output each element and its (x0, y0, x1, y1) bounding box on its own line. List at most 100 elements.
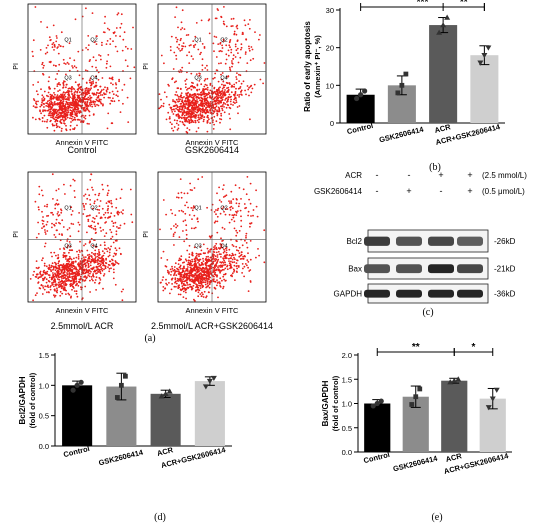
necrotic-event (38, 208, 40, 211)
early-apoptotic-event (251, 87, 254, 90)
debris-event (212, 42, 215, 45)
live-cell-event (61, 101, 64, 104)
debris-event (163, 62, 165, 65)
necrotic-event (58, 43, 60, 46)
live-cell-event (190, 116, 193, 119)
live-cell-event (226, 268, 229, 271)
debris-event (198, 80, 201, 82)
necrotic-event (160, 54, 163, 57)
debris-event (68, 241, 71, 243)
early-apoptotic-event (99, 244, 102, 247)
necrotic-event (170, 209, 172, 211)
live-cell-event (207, 269, 209, 271)
necrotic-event (54, 46, 56, 48)
live-cell-event (248, 94, 250, 97)
late-apoptotic-event (111, 205, 113, 208)
early-apoptotic-event (97, 268, 99, 270)
late-apoptotic-event (237, 52, 239, 54)
necrotic-event (189, 189, 192, 191)
live-cell-event (208, 291, 210, 294)
live-cell-event (209, 266, 212, 269)
live-cell-event (179, 265, 182, 268)
late-apoptotic-event (216, 192, 218, 195)
late-apoptotic-event (214, 72, 217, 75)
live-cell-event (183, 261, 186, 264)
debris-event (227, 86, 230, 89)
y-axis-label-line2: (fold of control) (28, 372, 37, 428)
debris-event (59, 276, 62, 278)
late-apoptotic-event (109, 228, 112, 231)
late-apoptotic-event (225, 194, 228, 197)
flow-x-axis-label: Annexin V FITC (56, 138, 110, 147)
x-category-label: ACR (445, 451, 464, 464)
data-point (409, 402, 415, 407)
live-cell-event (53, 129, 56, 132)
late-apoptotic-event (244, 53, 247, 55)
blot-band (364, 236, 390, 246)
live-cell-event (32, 274, 35, 276)
debris-event (81, 297, 84, 299)
live-cell-event (213, 258, 216, 261)
live-cell-event (53, 285, 55, 288)
debris-event (57, 284, 60, 286)
debris-event (70, 213, 73, 216)
live-cell-event (48, 112, 51, 115)
live-cell-event (102, 88, 105, 91)
debris-event (206, 282, 209, 285)
flow-y-axis-label: PI (143, 63, 150, 70)
live-cell-event (46, 119, 49, 121)
live-cell-event (45, 272, 48, 274)
live-cell-event (218, 89, 220, 92)
live-cell-event (59, 290, 62, 293)
early-apoptotic-event (236, 259, 239, 262)
quadrant-label-q1: Q1 (64, 38, 71, 44)
live-cell-event (73, 265, 76, 268)
live-cell-event (160, 257, 163, 259)
live-cell-event (167, 271, 169, 274)
live-cell-event (166, 259, 169, 261)
live-cell-event (62, 263, 65, 266)
live-cell-event (35, 276, 38, 278)
debris-event (69, 184, 72, 187)
debris-event (69, 57, 71, 59)
quadrant-label-q4: Q4 (220, 76, 227, 82)
live-cell-event (68, 97, 70, 100)
panel-label-e: (e) (431, 512, 442, 523)
live-cell-event (47, 286, 50, 288)
late-apoptotic-event (123, 31, 126, 34)
live-cell-event (170, 288, 173, 291)
live-cell-event (162, 286, 165, 288)
debris-event (193, 266, 196, 268)
debris-event (228, 248, 231, 251)
debris-event (91, 105, 94, 108)
live-cell-event (39, 270, 42, 273)
live-cell-event (177, 127, 180, 130)
live-cell-event (63, 284, 65, 286)
live-cell-event (209, 270, 212, 272)
condition-label: GSK2606414 (314, 187, 363, 196)
debris-event (51, 173, 54, 176)
live-cell-event (35, 260, 38, 262)
live-cell-event (171, 283, 174, 285)
debris-event (214, 220, 217, 223)
necrotic-event (194, 226, 197, 229)
live-cell-event (180, 117, 183, 120)
early-apoptotic-event (221, 264, 224, 267)
quadrant-label-q2: Q2 (220, 206, 227, 212)
data-point (162, 390, 169, 397)
early-apoptotic-event (102, 261, 105, 264)
live-cell-event (94, 252, 97, 255)
live-cell-event (159, 106, 162, 109)
live-cell-event (183, 96, 185, 98)
debris-event (110, 82, 112, 84)
live-cell-event (221, 87, 224, 90)
live-cell-event (72, 272, 74, 274)
live-cell-event (233, 270, 235, 273)
live-cell-event (179, 267, 182, 270)
live-cell-event (194, 101, 197, 103)
necrotic-event (56, 213, 59, 215)
live-cell-event (66, 279, 69, 282)
live-cell-event (201, 274, 203, 277)
live-cell-event (174, 105, 176, 107)
live-cell-event (171, 127, 173, 130)
